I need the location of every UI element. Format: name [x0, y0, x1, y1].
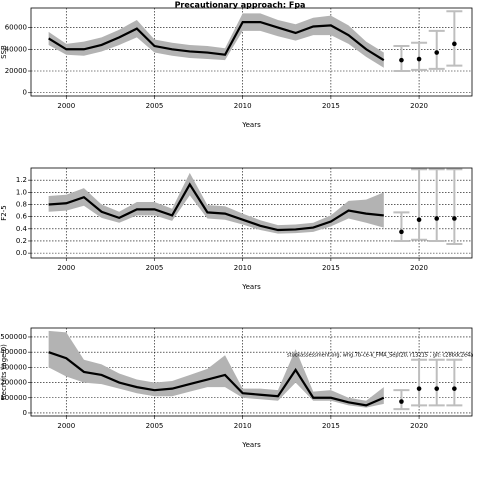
plot-frame: [30, 327, 473, 417]
y-tick-label: 500000: [0, 333, 27, 341]
y-tick-label: 200000: [0, 379, 27, 387]
y-tick-label: 0.8: [16, 200, 27, 208]
plot-frame: [30, 7, 473, 97]
plot-frame: [30, 167, 473, 259]
estimate-line: [48, 351, 385, 407]
forecast-point: [452, 41, 457, 47]
forecast-point: [399, 57, 404, 63]
y-tick-label: 0: [23, 409, 27, 417]
x-tick-label: 2005: [146, 102, 164, 110]
x-axis-label: Years: [241, 283, 261, 291]
forecast-point: [399, 229, 404, 235]
x-tick-label: 2015: [322, 102, 340, 110]
y-tick-label: 0.6: [16, 213, 28, 221]
x-tick-label: 2005: [146, 264, 164, 272]
y-tick-label: 0: [23, 89, 27, 97]
x-tick-label: 2010: [234, 422, 252, 430]
y-tick-label: 60000: [5, 24, 27, 32]
forecast-point: [416, 56, 422, 62]
y-tick-label: 0.0: [16, 249, 27, 257]
forecast-point: [452, 386, 457, 391]
x-tick-label: 2015: [322, 264, 340, 272]
y-axis-label: SSB: [0, 45, 8, 59]
forecast-point: [434, 216, 440, 221]
x-tick-label: 2005: [146, 422, 164, 430]
x-tick-label: 2020: [410, 422, 428, 430]
annotation: stockassessment.org, whg.7b-ce-k_FMA_Sep…: [287, 353, 473, 359]
y-tick-label: 20000: [5, 67, 27, 75]
forecast-point: [416, 386, 422, 391]
y-tick-label: 40000: [5, 45, 27, 53]
forecast-point: [452, 216, 457, 221]
forecast-point: [416, 217, 422, 222]
forecast-point: [399, 399, 404, 404]
x-tick-label: 2000: [57, 422, 75, 430]
x-axis-label: Years: [241, 441, 261, 449]
y-tick-label: 0.4: [16, 225, 28, 233]
y-tick-label: 100000: [0, 394, 27, 402]
x-axis-label: Years: [241, 121, 261, 129]
y-tick-label: 0.2: [16, 237, 27, 245]
x-tick-label: 2010: [234, 264, 252, 272]
y-axis-label: Recruits (age 0): [0, 344, 8, 400]
forecast-point: [434, 50, 440, 55]
x-tick-label: 2020: [410, 102, 428, 110]
y-tick-label: 1.0: [16, 188, 27, 196]
x-tick-label: 2000: [57, 102, 75, 110]
y-tick-label: 1.2: [16, 176, 27, 184]
forecast-point: [434, 386, 440, 391]
x-tick-label: 2015: [322, 422, 340, 430]
confidence-band: [48, 172, 384, 234]
x-tick-label: 2000: [57, 264, 75, 272]
estimate-line: [48, 21, 385, 62]
figure-title: Precautionary approach: Fpa: [175, 1, 306, 10]
y-axis-label: F2-5: [0, 205, 8, 220]
confidence-band: [48, 13, 384, 68]
x-tick-label: 2010: [234, 102, 252, 110]
x-tick-label: 2020: [410, 264, 428, 272]
y-tick-label: 400000: [0, 348, 27, 356]
confidence-band: [48, 330, 384, 408]
estimate-line: [48, 182, 384, 232]
y-tick-label: 300000: [0, 363, 27, 371]
